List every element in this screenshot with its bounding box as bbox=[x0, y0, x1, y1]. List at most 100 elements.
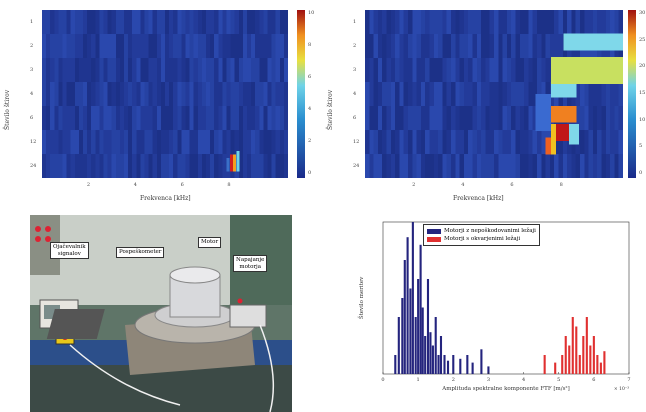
heatmap-cell bbox=[193, 58, 199, 83]
heatmap-cell bbox=[472, 154, 478, 178]
heatmap-cell bbox=[111, 106, 117, 131]
heatmap-cell bbox=[489, 58, 495, 83]
heatmap-cell bbox=[238, 58, 244, 83]
heatmap-cell bbox=[489, 10, 495, 35]
heatmap-cell bbox=[255, 130, 260, 155]
heatmap-cell bbox=[271, 106, 277, 131]
heatmap-cell bbox=[610, 154, 615, 178]
heatmap-cell bbox=[128, 82, 133, 107]
heatmap-cell bbox=[189, 58, 195, 83]
heatmap-cell bbox=[206, 58, 211, 83]
heatmap-cell bbox=[214, 82, 219, 107]
heatmap-cell bbox=[54, 130, 59, 155]
heatmap-cell bbox=[58, 106, 63, 131]
heatmap-cell bbox=[115, 130, 121, 155]
heatmap-cell bbox=[87, 154, 92, 178]
heatmap-cell bbox=[247, 154, 252, 178]
heatmap-cell bbox=[259, 58, 264, 83]
heatmap-cell bbox=[481, 130, 486, 155]
heatmap-cell bbox=[107, 58, 113, 83]
heatmap-cell bbox=[618, 10, 623, 35]
heatmap-cell bbox=[78, 154, 84, 178]
test-rig-photo: Ojačevalnik signalov Pospeškometer Motor … bbox=[30, 215, 292, 412]
heatmap-cell bbox=[70, 106, 76, 131]
heatmap-cell bbox=[267, 34, 273, 59]
heatmap-cell bbox=[62, 58, 68, 83]
heatmap-cell bbox=[83, 58, 88, 83]
heatmap-left-xtick: 2 bbox=[86, 182, 91, 188]
heatmap-cell bbox=[218, 82, 223, 107]
heatmap-cell bbox=[463, 82, 469, 107]
heatmap-hot-cell bbox=[226, 157, 230, 172]
heatmap-cell bbox=[62, 130, 68, 155]
heatmap-cell bbox=[263, 58, 268, 83]
heatmap-cell bbox=[614, 154, 620, 178]
heatmap-cell bbox=[438, 82, 443, 107]
x-tick-label: 1 bbox=[417, 377, 420, 383]
heatmap-cell bbox=[247, 34, 252, 59]
heatmap-cell bbox=[132, 130, 137, 155]
heatmap-cell bbox=[251, 82, 256, 107]
heatmap-cell bbox=[476, 130, 482, 155]
heatmap-cell bbox=[365, 10, 370, 35]
heatmap-cell bbox=[528, 58, 534, 83]
heatmap-cell bbox=[403, 154, 409, 178]
bar-healthy bbox=[446, 360, 450, 374]
heatmap-cell bbox=[197, 130, 203, 155]
heatmap-cell bbox=[242, 130, 248, 155]
heatmap-cell bbox=[156, 130, 162, 155]
heatmap-cell bbox=[528, 82, 534, 107]
heatmap-cell bbox=[442, 10, 448, 35]
label-accelerometer: Pospeškometer bbox=[116, 247, 165, 258]
heatmap-cell bbox=[74, 58, 80, 83]
heatmap-cell bbox=[46, 10, 51, 35]
heatmap-cell bbox=[601, 130, 607, 155]
heatmap-cell bbox=[91, 10, 96, 35]
heatmap-cell bbox=[193, 154, 199, 178]
heatmap-right-colorbar-tick: 0 bbox=[639, 170, 643, 176]
heatmap-cell bbox=[438, 130, 443, 155]
heatmap-cell bbox=[226, 106, 232, 131]
heatmap-cell bbox=[181, 154, 186, 178]
heatmap-cell bbox=[66, 34, 72, 59]
heatmap-cell bbox=[160, 58, 166, 83]
heatmap-cell bbox=[197, 106, 203, 131]
heatmap-cell bbox=[502, 106, 508, 131]
heatmap-cell bbox=[119, 82, 125, 107]
heatmap-cell bbox=[382, 130, 387, 155]
heatmap-cell bbox=[103, 82, 109, 107]
heatmap-cell bbox=[107, 130, 113, 155]
heatmap-cell bbox=[485, 82, 491, 107]
heatmap-right-plot bbox=[365, 10, 623, 178]
heatmap-cell bbox=[165, 106, 170, 131]
heatmap-cell bbox=[279, 154, 285, 178]
heatmap-cell bbox=[395, 82, 400, 107]
heatmap-cell bbox=[524, 10, 529, 35]
heatmap-cell bbox=[373, 106, 379, 131]
heatmap-cell bbox=[369, 130, 375, 155]
heatmap-cell bbox=[420, 106, 426, 131]
heatmap-cell bbox=[169, 58, 174, 83]
heatmap-cell bbox=[177, 82, 182, 107]
heatmap-cell bbox=[50, 154, 55, 178]
heatmap-cell bbox=[206, 130, 211, 155]
heatmap-cell bbox=[165, 154, 170, 178]
heatmap-cell bbox=[567, 154, 572, 178]
heatmap-cell bbox=[365, 34, 370, 59]
heatmap-cell bbox=[185, 10, 191, 35]
heatmap-cell bbox=[251, 106, 256, 131]
heatmap-hot-cell bbox=[550, 124, 556, 155]
bar-faulty bbox=[589, 345, 592, 374]
heatmap-cell bbox=[148, 34, 154, 59]
heatmap-cell bbox=[267, 154, 273, 178]
heatmap-cell bbox=[494, 130, 499, 155]
legend-swatch-faulty bbox=[427, 236, 441, 242]
heatmap-cell bbox=[189, 34, 195, 59]
heatmap-cell bbox=[532, 154, 538, 178]
bar-faulty bbox=[575, 326, 578, 374]
heatmap-cell bbox=[119, 106, 125, 131]
heatmap-cell bbox=[279, 58, 285, 83]
heatmap-cell bbox=[524, 58, 529, 83]
heatmap-cell bbox=[242, 10, 248, 35]
heatmap-hot-cell bbox=[550, 57, 623, 84]
